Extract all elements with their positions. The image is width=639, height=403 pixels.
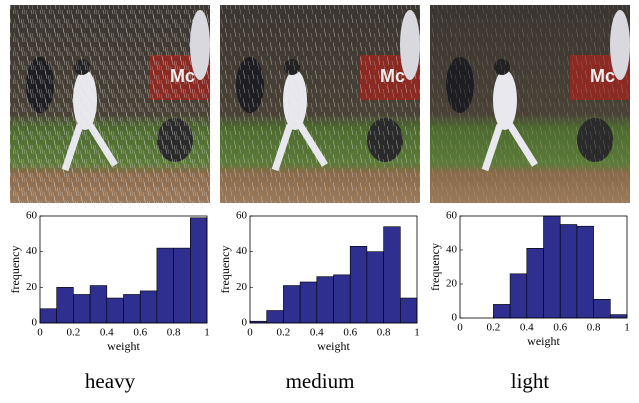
x-axis-label: weight xyxy=(527,334,560,348)
bar xyxy=(267,311,284,323)
bar xyxy=(350,246,367,323)
bar xyxy=(594,299,611,318)
x-tick-label: 0.4 xyxy=(100,327,114,339)
y-tick-label: 40 xyxy=(26,245,38,257)
caption: medium xyxy=(286,369,355,393)
x-tick-label: 0.2 xyxy=(277,327,291,339)
x-tick-label: 0 xyxy=(457,322,463,334)
y-tick-label: 40 xyxy=(446,244,458,256)
bar xyxy=(57,287,74,323)
x-tick-label: 0 xyxy=(247,327,253,339)
bar xyxy=(527,248,544,318)
x-tick-label: 0.2 xyxy=(67,327,81,339)
y-tick-label: 20 xyxy=(236,281,248,293)
y-axis-label: frequency xyxy=(8,246,22,294)
x-tick-label: 0 xyxy=(37,327,43,339)
y-tick-label: 20 xyxy=(446,278,458,290)
bar xyxy=(157,248,174,323)
x-axis-label: weight xyxy=(107,339,140,353)
x-tick-label: 0.6 xyxy=(553,322,567,334)
bar xyxy=(610,315,627,318)
bar xyxy=(140,291,157,323)
bar xyxy=(73,294,90,323)
x-tick-label: 0.4 xyxy=(310,327,324,339)
photo-medium xyxy=(220,5,420,203)
y-tick-label: 20 xyxy=(26,281,38,293)
y-tick-label: 60 xyxy=(236,210,248,222)
bar xyxy=(190,218,207,323)
bar xyxy=(367,252,384,323)
bar xyxy=(400,298,417,323)
bar xyxy=(317,277,334,323)
bar xyxy=(493,304,510,318)
x-tick-label: 0.6 xyxy=(133,327,147,339)
caption: heavy xyxy=(85,369,136,393)
x-tick-label: 0.8 xyxy=(587,322,601,334)
x-tick-label: 0.8 xyxy=(377,327,391,339)
y-tick-label: 40 xyxy=(236,245,248,257)
bar xyxy=(174,248,191,323)
bar xyxy=(283,286,300,323)
charts: 0 20 40 60 0 0.2 0.4 0.6 0.8 1 weight frequency heav… xyxy=(8,210,630,393)
bar xyxy=(510,274,527,318)
y-tick-label: 60 xyxy=(446,210,458,222)
bar xyxy=(124,294,141,323)
x-tick-label: 0.8 xyxy=(167,327,181,339)
bar xyxy=(560,225,577,319)
y-axis-label: frequency xyxy=(428,243,442,291)
x-tick-label: 1 xyxy=(624,322,630,334)
y-axis-label: frequency xyxy=(218,246,232,294)
x-tick-label: 1 xyxy=(204,327,210,339)
caption: light xyxy=(511,369,550,393)
bar xyxy=(90,286,107,323)
x-tick-label: 1 xyxy=(414,327,420,339)
bar xyxy=(107,298,124,323)
photo-light xyxy=(430,5,630,203)
bar xyxy=(40,309,57,323)
y-tick-label: 60 xyxy=(26,210,38,222)
bar xyxy=(544,216,561,318)
bar xyxy=(334,275,351,323)
x-tick-label: 0.4 xyxy=(520,322,534,334)
bar xyxy=(577,226,594,318)
bar xyxy=(384,227,401,323)
bar xyxy=(300,282,317,323)
x-axis-label: weight xyxy=(317,339,350,353)
figure: Mc 020406000.20.40.60.81weightfrequencyh… xyxy=(0,0,639,403)
x-tick-label: 0.6 xyxy=(343,327,357,339)
photo-heavy xyxy=(10,5,213,208)
x-tick-label: 0.2 xyxy=(487,322,501,334)
